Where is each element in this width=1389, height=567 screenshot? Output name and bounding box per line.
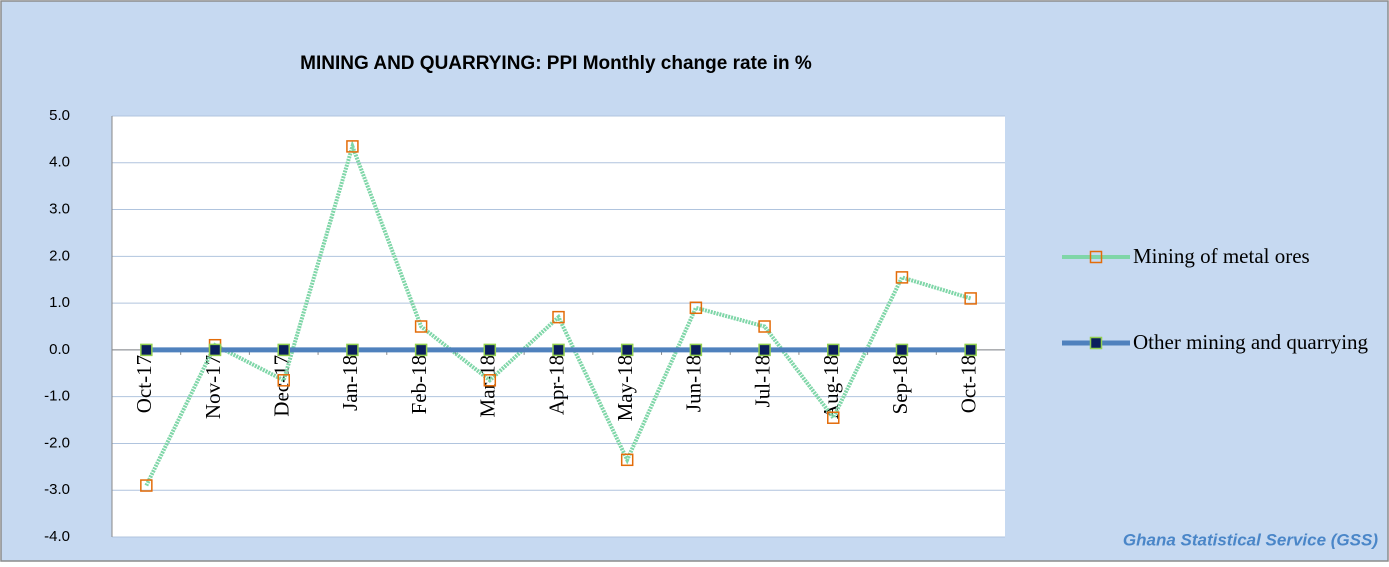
marker	[140, 479, 153, 492]
marker	[483, 343, 497, 357]
x-tick-label: Apr-18	[544, 355, 568, 415]
marker	[895, 343, 909, 357]
x-tick-label: Jun-18	[682, 355, 706, 412]
x-tick-label: Jul-18	[750, 355, 774, 408]
x-tick-label: Nov-17	[201, 355, 225, 419]
marker	[414, 343, 428, 357]
marker	[895, 271, 909, 284]
marker	[483, 374, 497, 387]
marker	[277, 343, 290, 357]
legend-item: Mining of metal ores	[1133, 244, 1310, 268]
legend-marker	[1089, 250, 1103, 264]
y-tick-label: 3.0	[49, 201, 70, 218]
marker	[620, 453, 634, 467]
series-line	[144, 140, 972, 487]
x-tick-label: Feb-18	[407, 355, 431, 415]
marker	[552, 310, 565, 324]
marker	[964, 292, 977, 305]
x-tick-label: Oct-17	[132, 355, 156, 413]
marker	[827, 343, 840, 357]
marker	[758, 320, 771, 333]
marker	[208, 343, 222, 357]
marker	[689, 343, 703, 357]
y-tick-label: 4.0	[49, 154, 70, 171]
x-tick-label: May-18	[613, 355, 637, 422]
legend-marker	[1089, 336, 1103, 350]
marker	[689, 301, 703, 315]
legend-label: Mining of metal ores	[1133, 244, 1310, 268]
y-tick-label: -4.0	[44, 528, 70, 545]
legend-item: Other mining and quarrying	[1133, 330, 1369, 354]
source: Ghana Statistical Service (GSS)	[1123, 530, 1378, 549]
marker	[414, 320, 428, 333]
x-tick-label: Oct-18	[956, 355, 980, 413]
y-tick-label: 2.0	[49, 247, 70, 264]
y-tick-label: -1.0	[44, 388, 70, 405]
marker	[346, 343, 359, 357]
marker	[827, 411, 840, 424]
marker	[346, 140, 359, 153]
marker	[964, 343, 977, 357]
legend-label: Other mining and quarrying	[1133, 330, 1369, 354]
y-tick-label: -2.0	[44, 434, 70, 451]
plot-area	[112, 116, 1005, 537]
y-tick-label: 0.0	[49, 341, 70, 358]
y-tick-label: 1.0	[49, 294, 70, 311]
marker	[140, 343, 153, 357]
marker	[552, 343, 565, 357]
y-tick-label: 5.0	[49, 107, 70, 124]
marker	[277, 374, 290, 387]
marker	[758, 343, 771, 357]
y-tick-label: -3.0	[44, 481, 70, 498]
x-tick-label: Jan-18	[338, 355, 362, 411]
chart-title: MINING AND QUARRYING: PPI Monthly change…	[300, 53, 812, 74]
x-tick-label: Sep-18	[888, 355, 912, 415]
marker	[620, 343, 634, 357]
